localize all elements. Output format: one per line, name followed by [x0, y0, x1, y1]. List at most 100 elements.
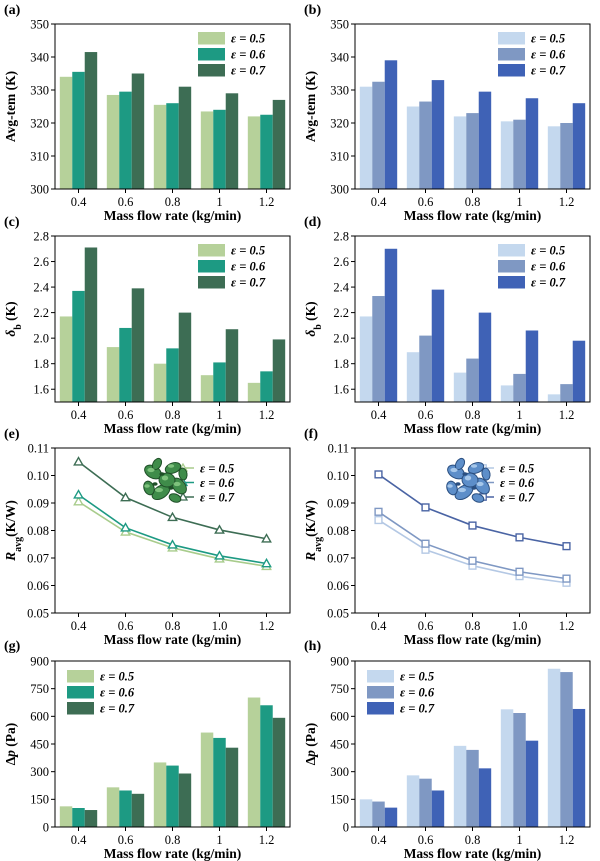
- lattice-highlight: [447, 484, 453, 488]
- y-tick-label: 1.8: [333, 357, 349, 371]
- y-tick-label: 300: [330, 765, 349, 779]
- y-tick-label: 150: [330, 793, 349, 807]
- x-tick-label: 0.4: [71, 833, 87, 847]
- bar: [260, 371, 273, 402]
- bar: [372, 801, 385, 827]
- y-tick-label: 900: [330, 654, 349, 668]
- panel-a: (a) 300 310 320 330 340 350 0.4 0.6 0.8 1 1.2 Mass f…: [3, 3, 291, 223]
- y-tick-label: 2.2: [333, 306, 349, 320]
- y-tick-label: 2.8: [333, 229, 349, 243]
- legend-swatch: [198, 260, 225, 273]
- x-tick-label: 0.4: [371, 833, 387, 847]
- bar: [59, 316, 73, 402]
- bar: [72, 71, 85, 189]
- x-tick-label: 0.6: [118, 833, 134, 847]
- legend-label: ε = 0.5: [531, 244, 565, 258]
- y-axis-label: δb (K): [303, 301, 324, 336]
- x-axis-label: Mass flow rate (kg/min): [404, 632, 542, 647]
- data-point: [515, 567, 524, 576]
- y-tick-label: 2.0: [33, 331, 49, 345]
- bar: [431, 80, 445, 189]
- bar: [225, 329, 239, 402]
- y-tick-label: 0: [343, 820, 349, 834]
- x-tick-label: 0.4: [371, 408, 387, 422]
- lattice-diamond-icon: [446, 457, 491, 503]
- bar: [178, 86, 192, 189]
- legend-swatch: [367, 670, 394, 683]
- data-point: [73, 489, 84, 499]
- bar: [213, 737, 226, 827]
- legend-label: ε = 0.7: [400, 702, 435, 716]
- x-tick-label: 0.6: [118, 408, 134, 422]
- y-tick-label: 750: [330, 682, 349, 696]
- legend-label: ε = 0.5: [531, 32, 565, 46]
- bar: [500, 121, 514, 189]
- bar: [153, 363, 167, 402]
- bar: [247, 382, 261, 402]
- legend: ε = 0.5ε = 0.6ε = 0.7: [172, 461, 235, 504]
- bar: [500, 385, 514, 402]
- legend-swatch: [498, 48, 525, 61]
- legend-label: ε = 0.5: [200, 461, 234, 475]
- bar: [547, 126, 561, 189]
- legend-swatch: [67, 686, 94, 699]
- bar: [153, 104, 167, 189]
- bar: [372, 81, 385, 189]
- x-tick-label: 1: [516, 195, 522, 209]
- bar: [213, 362, 226, 402]
- data-point: [374, 515, 383, 525]
- bar: [72, 808, 85, 827]
- bar: [200, 732, 214, 827]
- panel-label: (a): [4, 3, 21, 18]
- x-axis-label: Mass flow rate (kg/min): [104, 421, 242, 436]
- lattice-lobe: [481, 467, 491, 481]
- bar: [547, 668, 561, 827]
- x-tick-label: 1.2: [259, 195, 275, 209]
- bar: [178, 312, 192, 402]
- bar: [572, 708, 586, 827]
- legend-label: ε = 0.6: [500, 476, 535, 490]
- y-tick-label: 2.6: [333, 255, 349, 269]
- y-tick-label: 900: [30, 654, 49, 668]
- bar: [272, 717, 286, 827]
- lattice-lobe: [178, 467, 188, 481]
- x-tick-label: 1: [216, 408, 222, 422]
- bar: [372, 296, 385, 402]
- bar: [513, 713, 526, 827]
- y-tick-label: 0.09: [27, 496, 49, 510]
- bar: [513, 119, 526, 189]
- lattice-highlight: [161, 475, 169, 481]
- y-tick-label: 320: [330, 116, 349, 130]
- x-axis-label: Mass flow rate (kg/min): [404, 421, 542, 436]
- legend-swatch: [367, 686, 394, 699]
- y-tick-label: 300: [30, 182, 49, 196]
- bar: [525, 740, 539, 827]
- legend: ε = 0.5ε = 0.6ε = 0.7: [198, 244, 266, 290]
- y-tick-label: 0.05: [27, 606, 49, 620]
- y-tick-label: 300: [330, 182, 349, 196]
- legend-swatch: [198, 32, 225, 45]
- lattice-highlight: [173, 481, 181, 487]
- y-axis-label: Avg-tem (K): [303, 71, 318, 142]
- x-tick-label: 0.8: [465, 408, 481, 422]
- x-tick-label: 0.8: [165, 833, 181, 847]
- legend-label: ε = 0.6: [231, 48, 266, 62]
- legend-swatch: [498, 64, 525, 77]
- legend-label: ε = 0.7: [200, 490, 235, 504]
- y-tick-label: 2.8: [33, 229, 49, 243]
- panel-f: (f) 0.05 0.06 0.07 0.08 0.09 0.10 0.11 0.4 0.6 0.8…: [303, 427, 591, 647]
- panel-h: (h) 0 150 300 450 600 750 900 0.4 0.6 0.8 1 1.2 Mass …: [303, 639, 591, 861]
- legend: ε = 0.5ε = 0.6ε = 0.7: [67, 670, 135, 716]
- bar: [119, 91, 132, 189]
- bar: [213, 109, 226, 189]
- y-tick-label: 0.07: [327, 551, 349, 565]
- y-tick-label: 0.10: [327, 469, 349, 483]
- panel-label: (g): [4, 639, 21, 654]
- y-tick-label: 0.08: [27, 524, 49, 538]
- y-tick-label: 0.07: [27, 551, 49, 565]
- bar: [466, 749, 479, 827]
- bar: [466, 113, 479, 189]
- lattice-highlight: [147, 467, 155, 473]
- x-tick-label: 0.4: [71, 408, 87, 422]
- legend-label: ε = 0.7: [500, 490, 535, 504]
